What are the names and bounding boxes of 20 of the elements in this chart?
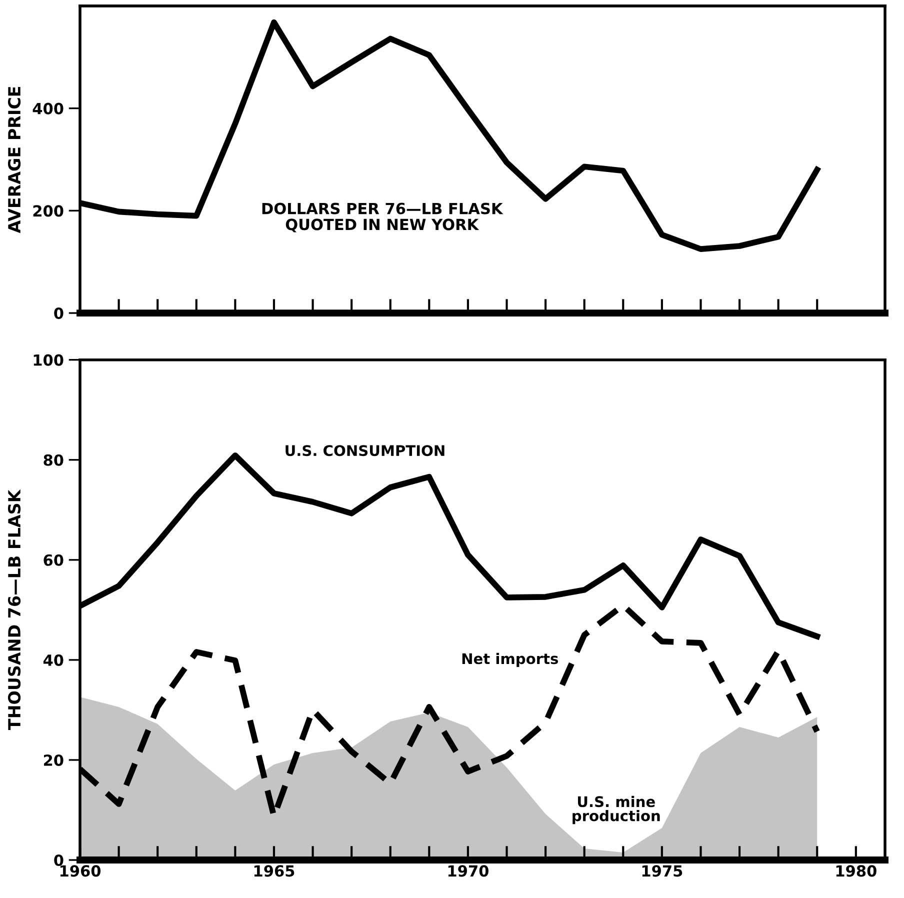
y-tick-label: 200 xyxy=(33,205,64,217)
y-tick-label: 80 xyxy=(44,454,64,466)
x-tick-label: 1965 xyxy=(254,865,294,877)
y-axis-title: AVERAGE PRICE xyxy=(8,86,21,234)
annotation: DOLLARS PER 76—LB FLASK QUOTED IN NEW YORK xyxy=(262,202,504,232)
x-tick-label: 1970 xyxy=(448,865,488,877)
series-label: Net imports xyxy=(462,652,558,667)
y-tick-label: 40 xyxy=(43,654,64,666)
y-axis-title: THOUSAND 76—LB FLASK xyxy=(8,489,21,730)
x-tick-label: 1980 xyxy=(836,865,876,877)
series-label: U.S. mine production xyxy=(572,796,660,824)
y-tick-label: 100 xyxy=(34,354,64,366)
y-tick-label: 0 xyxy=(54,308,64,320)
y-tick-label: 0 xyxy=(54,854,64,866)
series-label: U.S. CONSUMPTION xyxy=(286,445,444,456)
x-tick-label: 1975 xyxy=(642,865,682,877)
y-tick-label: 400 xyxy=(32,102,64,114)
x-tick-label: 1960 xyxy=(60,865,101,877)
y-tick-label: 60 xyxy=(44,554,64,566)
y-tick-label: 20 xyxy=(44,754,64,766)
